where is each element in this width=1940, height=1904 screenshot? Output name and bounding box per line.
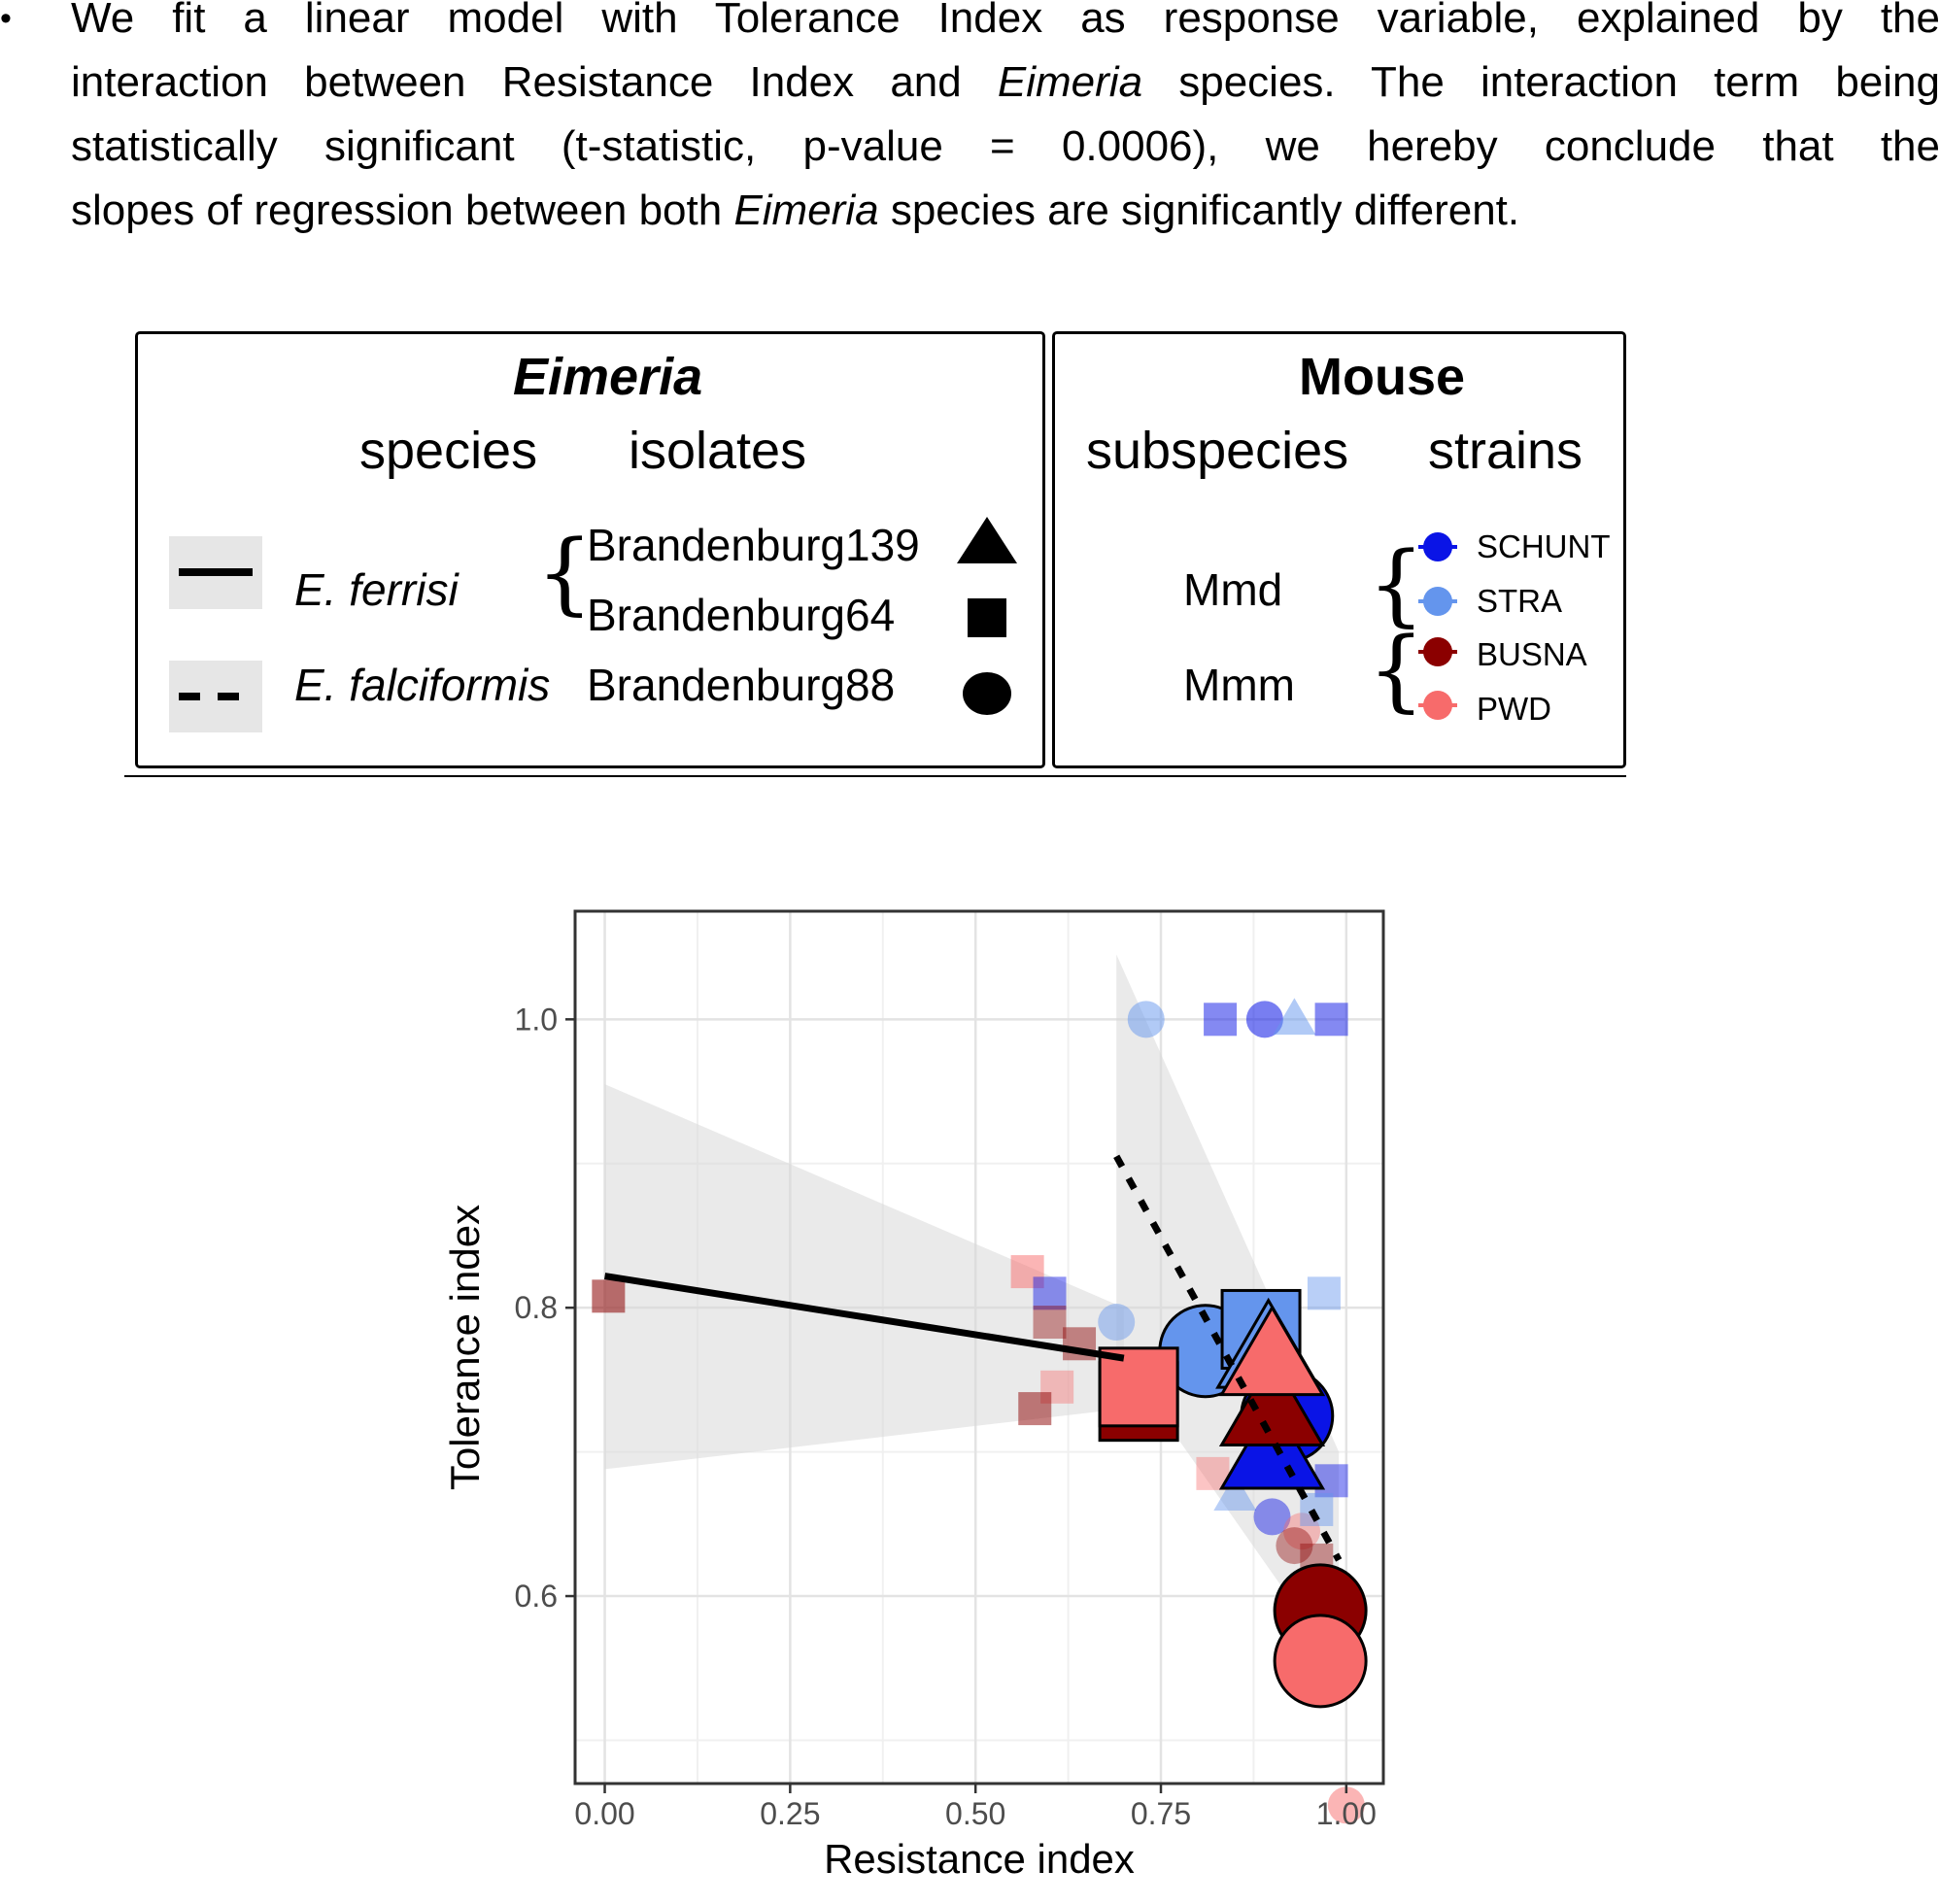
data-point-square: [1307, 1276, 1341, 1310]
paragraph-text: statistically significant (t-statistic, …: [71, 122, 1940, 170]
x-tick-label: 0.75: [1131, 1796, 1191, 1831]
data-point-triangle: [1218, 1305, 1326, 1397]
legend-strain-busna: BUSNA: [1477, 636, 1587, 672]
plot-border: [573, 909, 1385, 1785]
legend-eimeria-title: Eimeria: [513, 348, 703, 406]
triangle-icon: [957, 517, 1017, 563]
data-point-square: [1314, 1003, 1348, 1037]
legend-isolate-brandenburg88: Brandenburg88: [587, 660, 896, 710]
solid-line-icon: [169, 536, 262, 609]
square-icon: [968, 598, 1006, 637]
paragraph-text: species. The interaction term being: [1142, 58, 1940, 106]
legend-shape-icons: [957, 517, 1017, 715]
separator-rule: [124, 775, 1626, 777]
data-point-triangle: [1273, 998, 1316, 1036]
data-point-circle: [1245, 1001, 1283, 1038]
legend-species-falciformis: E. falciformis: [294, 660, 551, 710]
legend-subspecies-header: subspecies: [1086, 422, 1349, 480]
data-point-circle: [1327, 1786, 1365, 1824]
legend-brace: {: [1368, 532, 1425, 636]
circle-icon: [963, 672, 1011, 715]
paragraph-text: slopes of regression between both: [71, 187, 734, 234]
paragraph: We fit a linear model with Tolerance Ind…: [71, 0, 1940, 243]
legend-species-ferrisi: E. ferrisi: [294, 564, 459, 615]
x-tick-label: 0.25: [760, 1796, 820, 1831]
legend-isolate-brandenburg139: Brandenburg139: [587, 520, 920, 570]
paragraph-line: We fit a linear model with Tolerance Ind…: [71, 0, 1940, 51]
legend-strain-stra: STRA: [1477, 583, 1563, 619]
legend-strain-schunt: SCHUNT: [1477, 528, 1611, 564]
legend-isolate-brandenburg64: Brandenburg64: [587, 590, 896, 640]
paragraph-line: slopes of regression between both Eimeri…: [71, 179, 1940, 243]
regression-line-solid: [603, 1273, 1125, 1362]
legend-strain-pwd: PWD: [1477, 691, 1551, 727]
data-point-square: [592, 1279, 626, 1313]
strain-schunt-icon: [1423, 532, 1452, 561]
legend-brace: {: [1368, 618, 1425, 722]
y-tick-label: 0.6: [515, 1579, 558, 1614]
x-tick-label: 1.00: [1316, 1796, 1377, 1831]
paragraph-text: interaction between Resistance Index and: [71, 58, 998, 106]
paragraph-line: statistically significant (t-statistic, …: [71, 115, 1940, 179]
legend-strain-icons: [1418, 532, 1457, 720]
bullet-point: •: [0, 0, 12, 37]
data-point-triangle: [1213, 1474, 1257, 1511]
data-point-circle: [1283, 1513, 1321, 1550]
data-point-square: [1010, 1255, 1044, 1289]
data-point-square: [1033, 1306, 1067, 1340]
legend-mouse: [1052, 331, 1626, 768]
data-point-circle: [1253, 1498, 1291, 1536]
y-tick-label: 0.8: [515, 1290, 558, 1325]
legend-subspecies-mmd: Mmd: [1183, 564, 1283, 615]
x-axis-label: Resistance index: [824, 1836, 1135, 1882]
data-point-circle: [1127, 1001, 1165, 1038]
data-point-square: [1314, 1464, 1348, 1498]
legend-isolates-header: isolates: [629, 422, 807, 480]
x-tick-label: 0.00: [574, 1796, 634, 1831]
chart-panel: [575, 911, 1383, 1824]
paragraph-line: interaction between Resistance Index and…: [71, 51, 1940, 115]
data-point-square: [1033, 1276, 1067, 1310]
data-point-circle: [1276, 1527, 1313, 1565]
paragraph-text: We fit a linear model with Tolerance Ind…: [71, 0, 1940, 42]
data-point-triangle: [1218, 1355, 1326, 1447]
chart-axes: 0.00 0.25 0.50 0.75 1.00 0.6 0.8 1.0 Resistance …: [442, 909, 1385, 1882]
regression-line-dashed: [1113, 1154, 1343, 1562]
paragraph-italic: Eimeria: [733, 187, 879, 234]
strain-pwd-icon: [1423, 691, 1452, 720]
x-tick-label: 0.50: [945, 1796, 1005, 1831]
y-tick-label: 1.0: [515, 1002, 558, 1037]
legend-strains-header: strains: [1428, 422, 1583, 480]
strain-stra-icon: [1423, 587, 1452, 616]
data-point-circle: [1273, 1614, 1368, 1709]
legend-mouse-title: Mouse: [1299, 348, 1466, 406]
data-point-square: [1098, 1346, 1179, 1428]
legend-brace: {: [536, 521, 594, 625]
legend-subspecies-mmm: Mmm: [1183, 660, 1295, 710]
dashed-line-icon: [169, 661, 262, 732]
legend-eimeria: [135, 331, 1045, 768]
legend-species-header: species: [359, 422, 538, 480]
confidence-band: [604, 1084, 1124, 1470]
paragraph-italic: Eimeria: [997, 58, 1143, 106]
data-point-square: [1204, 1003, 1238, 1037]
y-axis-label: Tolerance index: [442, 1205, 488, 1490]
paragraph-text: species are significantly different.: [878, 187, 1520, 234]
data-point-circle: [1098, 1304, 1136, 1342]
strain-busna-icon: [1423, 637, 1452, 666]
data-point-square: [1018, 1392, 1052, 1426]
